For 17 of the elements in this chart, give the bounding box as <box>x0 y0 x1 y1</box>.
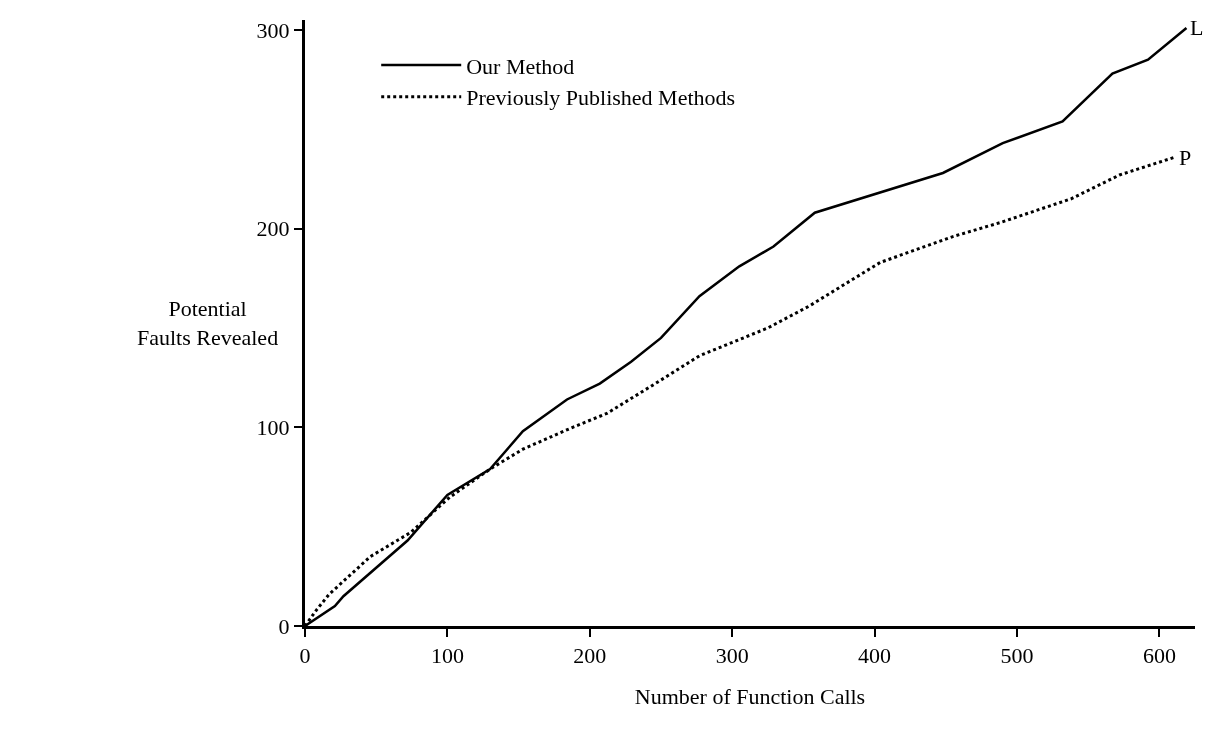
legend-label: Our Method <box>466 53 575 79</box>
legend-label: Previously Published Methods <box>466 85 736 111</box>
x-tick-label: 600 <box>1142 643 1176 669</box>
x-tick-label: 100 <box>430 643 464 669</box>
y-tick-label: 200 <box>256 216 290 242</box>
x-tick-label: 400 <box>858 643 892 669</box>
x-tick-label: 200 <box>573 643 607 669</box>
y-tick-label: 300 <box>256 17 290 43</box>
annotation: P <box>1179 145 1192 170</box>
annotation: L <box>1190 15 1204 40</box>
x-tick-label: 500 <box>1000 643 1034 669</box>
x-tick-label: 300 <box>715 643 749 669</box>
y-axis-title: Potential Faults Revealed <box>137 296 279 350</box>
y-tick-label: 0 <box>278 613 290 639</box>
x-tick-label: 0 <box>299 643 311 669</box>
x-axis-title: Number of Function Calls <box>634 684 866 710</box>
y-tick-label: 100 <box>256 415 290 441</box>
